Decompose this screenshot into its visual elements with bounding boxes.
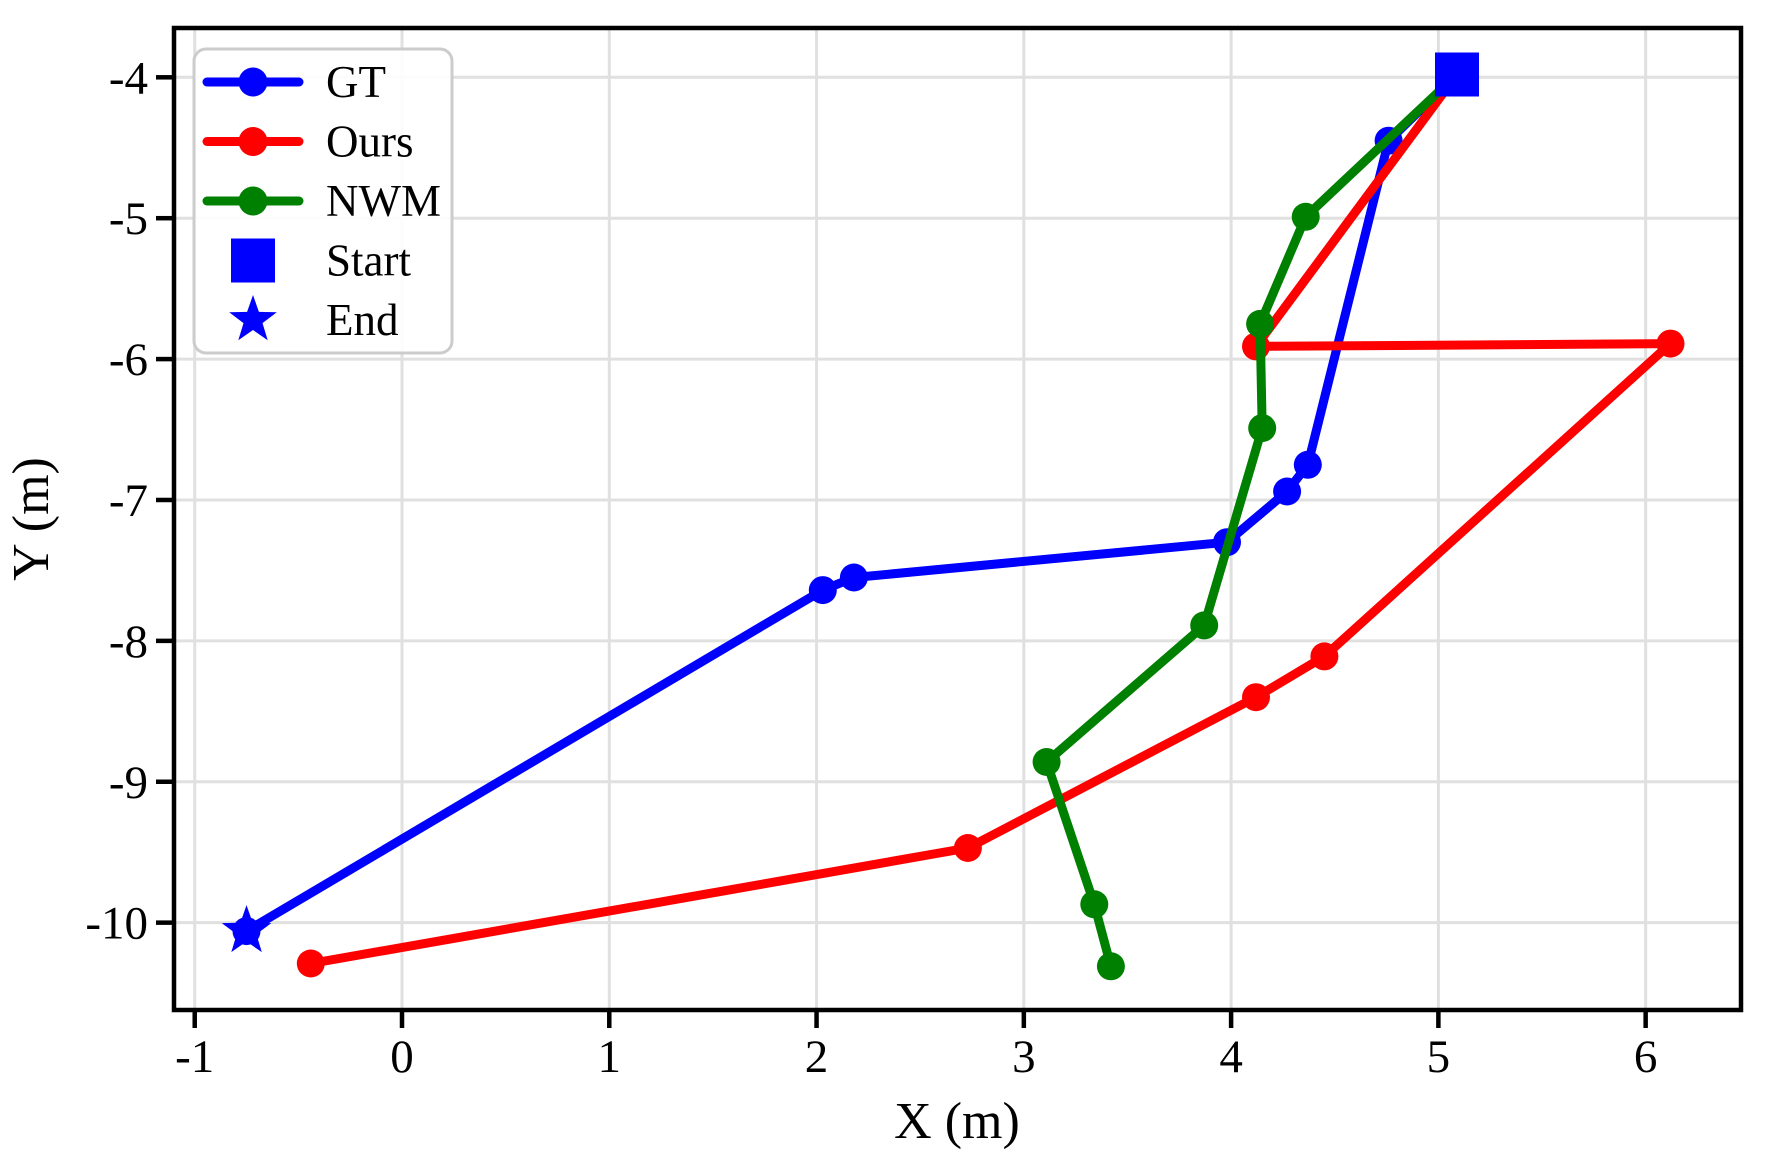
legend-entry-nwm: NWM bbox=[202, 176, 441, 226]
ours-waypoint-marker bbox=[1656, 329, 1685, 358]
y-tick-label: -4 bbox=[109, 52, 148, 104]
ours-waypoint-marker bbox=[1242, 683, 1270, 712]
legend-entry-end: End bbox=[229, 295, 399, 345]
gt-waypoint-marker bbox=[808, 576, 837, 605]
x-axis-label: X (m) bbox=[894, 1093, 1020, 1150]
x-tick-label: -1 bbox=[175, 1031, 214, 1083]
x-tick-label: 2 bbox=[805, 1031, 829, 1083]
nwm-waypoint-marker bbox=[1248, 414, 1277, 443]
legend-star-marker bbox=[229, 295, 277, 341]
legend: GT Ours NWM Start End bbox=[192, 47, 454, 355]
legend-entry-start: Start bbox=[231, 236, 411, 286]
x-tick-label: 6 bbox=[1634, 1031, 1658, 1083]
legend-circle-marker bbox=[238, 67, 268, 97]
y-tick-label: -8 bbox=[109, 616, 148, 668]
nwm-waypoint-marker bbox=[1032, 748, 1061, 776]
nwm-waypoint-marker bbox=[1246, 309, 1275, 338]
start-marker bbox=[1435, 52, 1479, 97]
gt-waypoint-marker bbox=[839, 563, 868, 592]
nwm-waypoint-marker bbox=[1291, 202, 1320, 231]
legend-circle-marker bbox=[238, 186, 268, 216]
gt-waypoint-marker bbox=[1273, 477, 1302, 506]
legend-circle-marker bbox=[238, 127, 268, 156]
legend-entry-ours: Ours bbox=[202, 117, 414, 167]
x-tick-label: 5 bbox=[1427, 1031, 1451, 1083]
legend-square-marker bbox=[231, 238, 275, 283]
series-layer bbox=[232, 60, 1685, 981]
y-tick-label: -5 bbox=[109, 193, 148, 245]
legend-entry-gt: GT bbox=[202, 57, 386, 107]
y-axis-label: Y (m) bbox=[3, 457, 60, 581]
legend-label: GT bbox=[326, 57, 386, 107]
y-tick-label: -10 bbox=[85, 898, 148, 950]
gt-waypoint-marker bbox=[1293, 450, 1322, 479]
nwm-waypoint-marker bbox=[1096, 952, 1125, 981]
ours-waypoint-marker bbox=[953, 834, 982, 862]
legend-label: Start bbox=[326, 236, 411, 286]
nwm-waypoint-marker bbox=[1190, 611, 1219, 640]
marker-layer bbox=[221, 52, 1479, 953]
legend-label: End bbox=[326, 295, 399, 345]
nwm-waypoint-marker bbox=[1080, 890, 1109, 919]
axes-layer: -1 0 1 2 3 4 5 6-4-5-6-7-8-9-10 bbox=[85, 25, 1744, 1083]
x-tick-label: 0 bbox=[390, 1031, 414, 1083]
x-tick-label: 3 bbox=[1012, 1031, 1036, 1083]
y-tick-label: -6 bbox=[109, 334, 148, 386]
legend-label: NWM bbox=[326, 176, 441, 226]
legend-label: Ours bbox=[326, 117, 414, 167]
ours-waypoint-marker bbox=[296, 949, 325, 978]
y-tick-label: -9 bbox=[109, 757, 148, 809]
ours-trajectory-line bbox=[306, 70, 1675, 968]
x-tick-label: 4 bbox=[1219, 1031, 1243, 1083]
y-tick-label: -7 bbox=[109, 475, 148, 527]
nwm-trajectory-line bbox=[1042, 70, 1462, 971]
ours-waypoint-marker bbox=[1310, 642, 1339, 671]
x-tick-label: 1 bbox=[598, 1031, 622, 1083]
plot-border bbox=[171, 25, 1744, 1013]
end-marker bbox=[221, 905, 272, 953]
